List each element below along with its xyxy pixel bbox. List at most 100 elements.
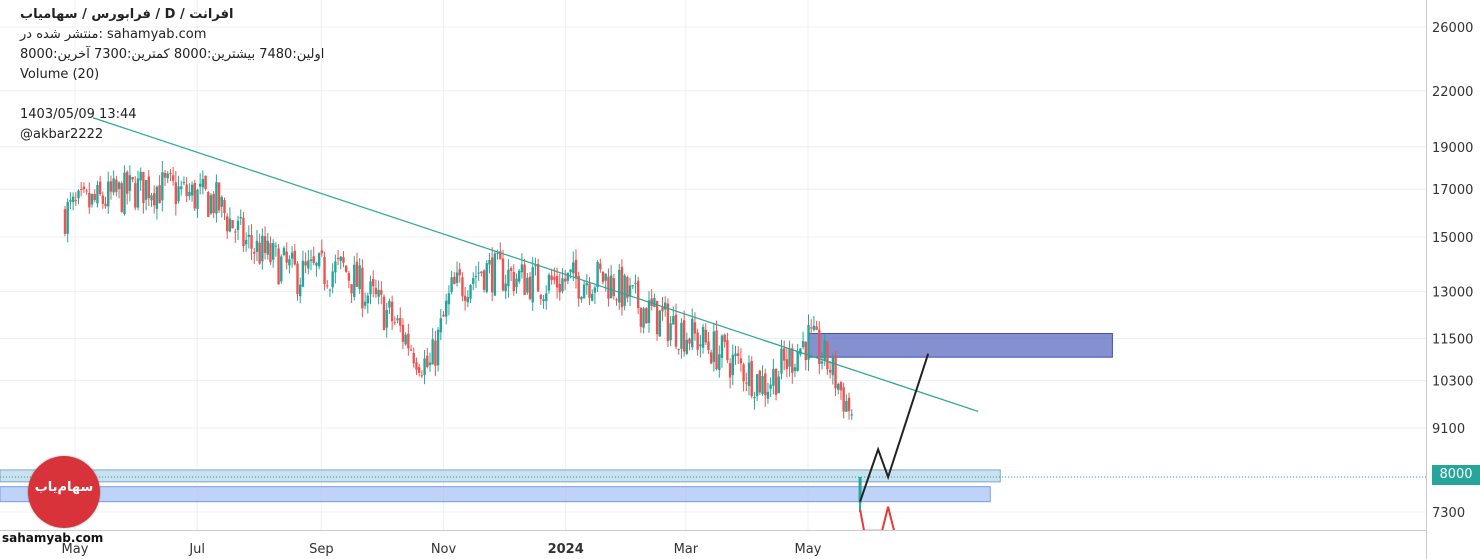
candle-body <box>188 191 191 196</box>
candle-body <box>785 359 789 370</box>
candle-body <box>815 326 818 330</box>
candle-body <box>201 178 205 188</box>
candle-body <box>577 275 580 299</box>
candle-body <box>380 290 383 295</box>
candle-body <box>455 272 459 283</box>
candle-body <box>112 178 115 193</box>
candle-body <box>758 370 762 393</box>
volume-label: Volume (20) <box>20 67 100 82</box>
candle-body <box>244 239 248 245</box>
candle-body <box>109 181 113 192</box>
candle-body <box>377 289 380 297</box>
candle-body <box>236 220 240 231</box>
candle-body <box>834 355 837 389</box>
candle-body <box>831 356 835 376</box>
candle-body <box>580 296 583 300</box>
candle-body <box>423 358 426 376</box>
candle-body <box>339 256 342 261</box>
candle-body <box>812 325 816 330</box>
candle-body <box>190 184 194 196</box>
candle-body <box>463 295 467 301</box>
candle-body <box>182 181 186 184</box>
candle-body <box>850 414 853 416</box>
candle-body <box>520 264 524 273</box>
candle-body <box>420 375 424 377</box>
candle-body <box>204 175 207 190</box>
candle-body <box>507 269 510 287</box>
x-tick-label: Sep <box>309 542 334 557</box>
candle-body <box>509 267 513 271</box>
candle-body <box>742 364 745 382</box>
candle-body <box>837 384 840 390</box>
candle-body <box>107 181 110 207</box>
candle-body <box>96 184 99 204</box>
candle-body <box>328 289 332 291</box>
watermark-site: sahamyab.com <box>2 531 104 545</box>
candle-body <box>247 234 251 237</box>
candle-body <box>266 240 269 255</box>
candle-body <box>793 367 797 372</box>
candle-body <box>445 300 448 317</box>
candle-body <box>63 209 67 234</box>
candle-body <box>782 348 786 361</box>
candle-body <box>518 270 521 282</box>
candle-body <box>726 339 729 361</box>
candle-body <box>623 275 626 306</box>
candle-body <box>239 216 242 219</box>
candle-body <box>447 293 451 305</box>
candle-body <box>653 297 656 308</box>
y-tick-label: 13000 <box>1432 286 1473 301</box>
candle-body <box>796 351 799 371</box>
candle-body <box>261 235 264 262</box>
y-tick-label: 22000 <box>1432 85 1473 100</box>
candle-body <box>409 349 413 351</box>
candle-body <box>720 335 724 358</box>
candle-body <box>353 264 356 297</box>
candle-body <box>650 298 653 307</box>
candle-body <box>253 251 256 254</box>
candle-body <box>764 373 767 396</box>
candle-body <box>69 200 72 202</box>
candle-body <box>282 247 286 255</box>
candle-body <box>490 257 494 293</box>
candle-body <box>645 308 648 324</box>
candle-body <box>412 353 415 364</box>
candle-body <box>496 252 499 254</box>
candle-body <box>299 284 302 297</box>
y-tick-label: 9100 <box>1432 422 1465 437</box>
candle-body <box>369 281 372 295</box>
candle-body <box>528 276 532 299</box>
candle-body <box>388 300 391 308</box>
candle-body <box>385 309 388 328</box>
candle-body <box>131 176 134 180</box>
candle-body <box>526 277 529 293</box>
candle-body <box>223 199 226 214</box>
y-tick-label: 11500 <box>1432 332 1473 347</box>
candle-body <box>415 362 418 370</box>
candle-body <box>639 307 643 327</box>
candle-body <box>466 297 470 303</box>
candle-body <box>612 278 616 296</box>
candle-body <box>618 269 621 303</box>
candle-body <box>718 354 721 371</box>
zone-support-lower <box>0 486 991 503</box>
candle-body <box>85 190 88 192</box>
candle-body <box>664 302 667 310</box>
candle-body <box>769 384 772 389</box>
candle-body <box>323 256 326 285</box>
candle-body <box>161 172 164 201</box>
candle-body <box>450 277 453 292</box>
candle-body <box>134 183 137 208</box>
candle-body <box>290 252 294 259</box>
candle-body <box>401 324 405 342</box>
candle-body <box>277 248 280 285</box>
candle-body <box>128 175 132 191</box>
candle-body <box>212 193 215 213</box>
logo-text: سهام‌یاب <box>34 480 94 495</box>
candle-body <box>469 284 472 299</box>
x-tick-label: 2024 <box>548 542 584 557</box>
candle-body <box>150 195 153 201</box>
candle-body <box>115 179 118 192</box>
candle-body <box>315 262 318 266</box>
candle-body <box>585 283 588 286</box>
